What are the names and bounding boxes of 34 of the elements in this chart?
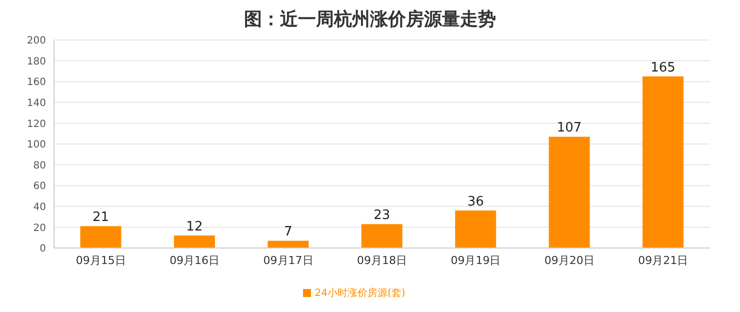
x-tick-label: 09月17日 (263, 254, 314, 267)
y-tick-label: 200 (26, 36, 46, 47)
data-label: 21 (92, 210, 110, 226)
y-tick-label: 120 (26, 118, 46, 130)
data-label: 36 (467, 194, 484, 210)
bar (268, 240, 309, 248)
bar (548, 136, 590, 248)
y-tick-label: 160 (26, 77, 46, 88)
x-tick-label: 09月20日 (544, 254, 594, 267)
legend-label: 24小时涨价房源(套) (314, 288, 406, 299)
data-label: 23 (374, 208, 390, 224)
x-tick-label: 09月16日 (170, 254, 220, 267)
data-label: 12 (186, 220, 203, 235)
x-tick-label: 09月15日 (76, 254, 126, 267)
y-tick-label: 180 (26, 56, 46, 68)
data-label: 107 (556, 120, 582, 136)
bar (80, 226, 122, 248)
y-tick-label: 0 (40, 244, 46, 255)
bar (455, 210, 496, 248)
y-tick-label: 60 (33, 181, 46, 192)
bar (642, 76, 684, 248)
bar (361, 224, 402, 248)
y-tick-label: 40 (33, 202, 46, 213)
y-tick-label: 80 (33, 160, 46, 172)
data-label: 165 (650, 60, 676, 76)
y-tick-label: 140 (26, 98, 46, 109)
x-tick-label: 09月21日 (638, 254, 688, 267)
x-tick-label: 09月18日 (357, 254, 407, 267)
chart-title: 图：近一周杭州涨价房源量走势 (243, 8, 497, 32)
y-tick-label: 20 (33, 222, 46, 234)
bar (174, 236, 215, 248)
x-tick-label: 09月19日 (450, 254, 501, 267)
y-tick-label: 100 (26, 140, 46, 151)
data-label: 7 (284, 224, 292, 240)
